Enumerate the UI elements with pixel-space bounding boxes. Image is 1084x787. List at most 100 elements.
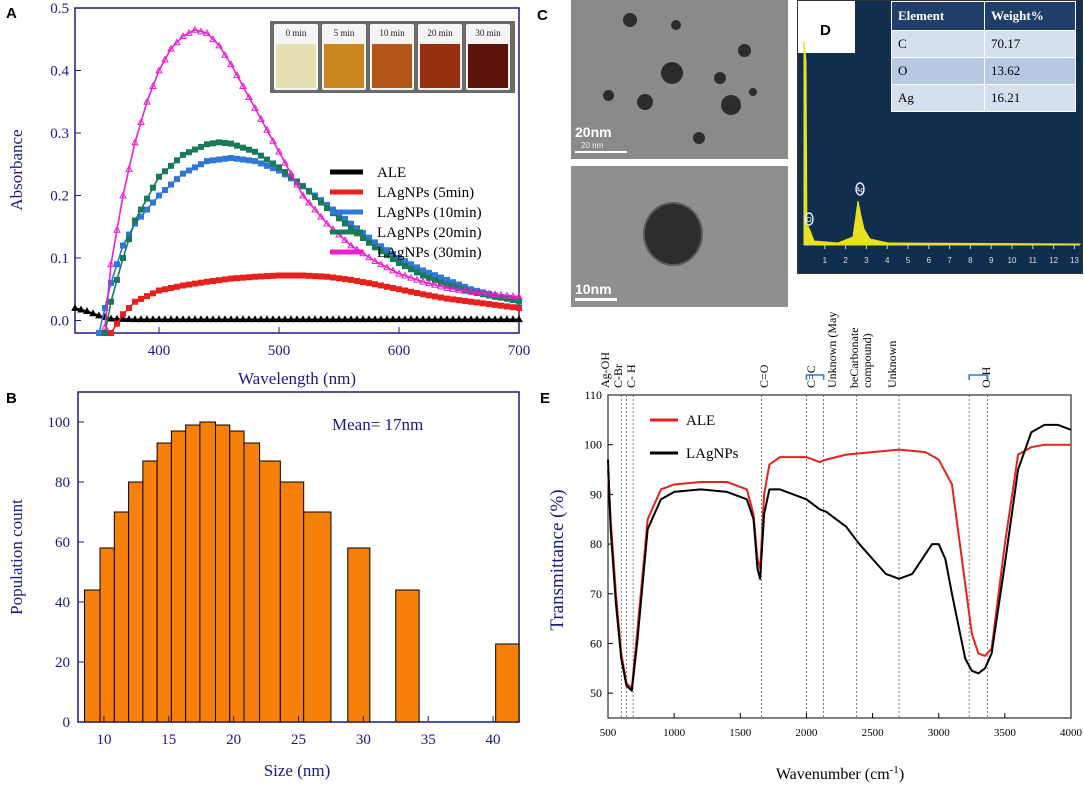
vial-time-label: 0 min <box>286 28 307 38</box>
panel-a-data-point <box>204 158 210 165</box>
panel-a-data-point <box>282 169 288 176</box>
panel-a-data-point <box>402 258 408 265</box>
panel-b-x-tick-label: 20 <box>226 732 241 748</box>
tem-scale-bar-top <box>575 151 627 153</box>
panel-a-data-point <box>227 60 235 68</box>
panel-a-data-point <box>168 181 174 188</box>
histogram-bar <box>185 424 201 723</box>
panel-a-data-point <box>396 260 402 266</box>
panel-a-data-point <box>162 168 168 175</box>
panel-a-legend-label: LAgNPs (5min) <box>377 185 474 201</box>
ftir-peak-annotation: C- H <box>624 364 638 388</box>
panel-a-data-point <box>258 152 264 159</box>
panel-a-data-point <box>204 141 210 148</box>
panel-a-y-tick-label: 0.2 <box>50 189 69 205</box>
panel-a-data-point <box>138 206 144 213</box>
panel-a-data-point <box>263 315 271 323</box>
panel-a-data-point <box>101 322 109 330</box>
panel-a-data-point <box>288 272 294 279</box>
panel-a-data-point <box>437 315 445 323</box>
panel-a-data-point <box>138 213 144 220</box>
panel-a-data-point <box>432 272 438 279</box>
panel-a-data-point <box>173 315 181 323</box>
panel-a-data-point <box>383 263 391 271</box>
panel-a-data-point <box>408 288 414 295</box>
panel-a-data-point <box>216 277 222 284</box>
ftir-peak-annotation: C=C <box>804 365 818 388</box>
panel-a-data-point <box>107 314 115 322</box>
histogram-bar <box>199 421 216 723</box>
panel-a-data-point <box>215 315 223 323</box>
panel-a-data-point <box>456 285 462 292</box>
panel-a-data-point <box>467 287 475 295</box>
panel-a-data-point <box>275 147 283 155</box>
panel-a-data-point <box>71 303 79 311</box>
panel-a-data-point <box>264 156 270 163</box>
panel-a-data-point <box>300 183 306 190</box>
panel-a-data-point <box>341 315 349 323</box>
tem-particle <box>661 62 683 84</box>
panel-a-data-point <box>174 283 180 290</box>
panel-a-data-point <box>264 162 270 169</box>
panel-a-data-point <box>234 155 240 162</box>
edx-x-tick-label: 9 <box>989 256 994 265</box>
table-cell: 13.62 <box>984 57 1076 85</box>
panel-a-data-point <box>138 295 144 302</box>
panel-a-data-point <box>503 315 511 323</box>
tem-particle <box>721 95 741 115</box>
tem-particle <box>637 94 653 110</box>
panel-a-data-point <box>419 277 427 285</box>
panel-a-data-point <box>324 205 330 211</box>
panel-b-y-tick-label: 0 <box>63 715 71 731</box>
edx-spectrum-trace <box>803 40 1081 246</box>
panel-e-y-tick-label: 50 <box>590 686 602 700</box>
panel-a-data-point <box>96 330 102 336</box>
panel-a-data-point <box>114 276 120 283</box>
panel-a-data-point <box>108 298 114 305</box>
panel-a-data-point <box>497 315 505 323</box>
panel-b-x-tick-label: 25 <box>291 732 306 748</box>
vial-solution <box>276 44 316 88</box>
panel-a-data-point <box>233 315 241 323</box>
panel-a-data-point <box>215 41 223 49</box>
panel-a-data-point <box>431 315 439 323</box>
edx-x-tick-label: 5 <box>906 256 911 265</box>
panel-a-data-point <box>174 176 180 183</box>
panel-a-data-point <box>456 297 462 304</box>
histogram-bar <box>99 547 115 723</box>
panel-a-data-point <box>132 220 138 227</box>
panel-a-data-point <box>168 162 174 169</box>
panel-a-data-point <box>396 286 402 293</box>
panel-a-data-point <box>239 315 247 323</box>
panel-a-data-point <box>216 139 222 146</box>
panel-a-data-point <box>174 157 180 164</box>
panel-a-data-point <box>270 165 276 172</box>
panel-a-data-point <box>365 315 373 323</box>
panel-a-data-point <box>228 275 234 282</box>
panel-a-y-tick-label: 0.0 <box>50 314 69 330</box>
tem-particle <box>623 13 637 27</box>
table-row: Ag 16.21 <box>891 84 1076 112</box>
histogram-bar <box>128 481 144 723</box>
panel-a-data-point <box>239 82 247 90</box>
panel-a-data-point <box>179 315 187 323</box>
panel-b-y-tick-label: 80 <box>55 475 70 491</box>
panel-a-data-point <box>515 292 523 300</box>
panel-a-data-point <box>179 32 187 40</box>
panel-a-data-point <box>252 148 258 155</box>
panel-a-data-point <box>407 273 415 281</box>
panel-a-data-point <box>420 291 426 298</box>
panel-e-x-tick-label: 3000 <box>928 727 951 739</box>
panel-a-data-point <box>287 315 295 323</box>
panel-a-data-point <box>287 169 295 177</box>
panel-e-y-tick-label: 60 <box>590 636 602 650</box>
panel-a-data-point <box>131 138 139 146</box>
panel-a-data-point <box>432 293 438 300</box>
ftir-peak-annotation: beCarbonate <box>847 327 861 388</box>
panel-a-data-point <box>281 158 289 166</box>
edx-x-tick-label: 13 <box>1070 256 1079 265</box>
panel-a-data-point <box>371 257 379 265</box>
panel-a-data-point <box>155 66 163 74</box>
panel-a-y-tick-label: 0.5 <box>50 1 69 17</box>
panel-a-data-point <box>293 180 301 188</box>
